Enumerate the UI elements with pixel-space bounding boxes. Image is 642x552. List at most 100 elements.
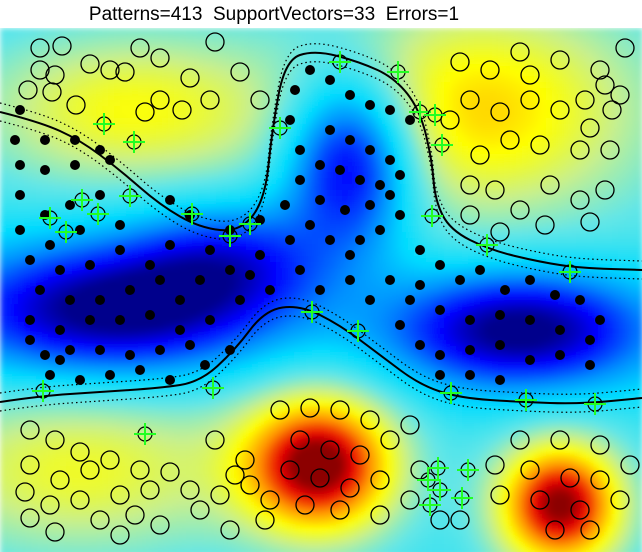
- negative-point: [165, 375, 175, 385]
- negative-point: [125, 285, 135, 295]
- positive-point: [140, 480, 160, 500]
- negative-point: [55, 325, 65, 335]
- negative-point: [385, 155, 395, 165]
- positive-point: [520, 90, 540, 110]
- support-vector-marker: [427, 457, 449, 479]
- positive-point: [230, 62, 250, 82]
- negative-point: [280, 200, 290, 210]
- negative-class-points: [10, 65, 605, 385]
- negative-point: [325, 125, 335, 135]
- positive-point: [400, 490, 420, 510]
- negative-point: [175, 325, 185, 335]
- support-vector-marker: [93, 113, 115, 135]
- positive-point: [260, 490, 280, 510]
- negative-point: [200, 360, 210, 370]
- negative-point: [465, 370, 475, 380]
- negative-point: [585, 335, 595, 345]
- negative-point: [95, 345, 105, 355]
- positive-point: [50, 470, 70, 490]
- support-vector-marker: [239, 213, 261, 235]
- positive-point: [300, 398, 320, 418]
- support-vector-marker: [87, 203, 109, 225]
- negative-point: [455, 275, 465, 285]
- negative-point: [205, 245, 215, 255]
- positive-point: [560, 468, 580, 488]
- positive-point: [130, 460, 150, 480]
- margin-line: [0, 315, 642, 413]
- negative-point: [355, 175, 365, 185]
- support-vector-marker: [431, 134, 453, 156]
- negative-point: [335, 165, 345, 175]
- negative-point: [195, 275, 205, 285]
- positive-point: [580, 212, 600, 232]
- negative-point: [45, 370, 55, 380]
- negative-point: [35, 285, 45, 295]
- positive-point: [280, 460, 300, 480]
- negative-point: [345, 250, 355, 260]
- positive-point: [460, 205, 480, 225]
- positive-point: [510, 42, 530, 62]
- negative-point: [345, 135, 355, 145]
- negative-point: [500, 285, 510, 295]
- positive-point: [570, 500, 590, 520]
- negative-point: [365, 100, 375, 110]
- negative-point: [385, 190, 395, 200]
- support-vector-marker: [347, 320, 369, 342]
- positive-point: [150, 48, 170, 68]
- negative-point: [65, 295, 75, 305]
- positive-point: [205, 430, 225, 450]
- negative-point: [165, 195, 175, 205]
- negative-point: [115, 220, 125, 230]
- margin-line: [0, 61, 642, 280]
- negative-point: [395, 170, 405, 180]
- negative-point: [555, 325, 565, 335]
- support-vector-marker: [409, 101, 431, 123]
- negative-point: [225, 345, 235, 355]
- positive-point: [80, 460, 100, 480]
- positive-point: [350, 445, 370, 465]
- negative-point: [285, 235, 295, 245]
- negative-point: [70, 135, 80, 145]
- negative-point: [405, 115, 415, 125]
- negative-point: [115, 245, 125, 255]
- support-vector-marker: [119, 185, 141, 207]
- support-vector-marker: [71, 189, 93, 211]
- negative-point: [435, 260, 445, 270]
- negative-point: [475, 265, 485, 275]
- positive-point: [485, 455, 505, 475]
- negative-point: [435, 305, 445, 315]
- negative-point: [15, 160, 25, 170]
- positive-point: [52, 36, 72, 56]
- positive-point: [540, 175, 560, 195]
- support-vector-marker: [457, 459, 479, 481]
- positive-point: [370, 505, 390, 525]
- positive-point: [490, 102, 510, 122]
- negative-point: [295, 175, 305, 185]
- positive-point: [210, 485, 230, 505]
- positive-point: [45, 65, 65, 85]
- support-vector-marker: [39, 207, 61, 229]
- support-vector-marker: [584, 393, 606, 415]
- support-vector-marker: [202, 377, 224, 399]
- negative-point: [155, 275, 165, 285]
- positive-point: [590, 470, 610, 490]
- negative-point: [435, 370, 445, 380]
- positive-point: [520, 65, 540, 85]
- negative-point: [255, 250, 265, 260]
- negative-point: [65, 200, 75, 210]
- positive-point: [110, 525, 130, 545]
- support-vector-marker: [559, 261, 581, 283]
- positive-point: [205, 32, 225, 52]
- positive-point: [570, 190, 590, 210]
- negative-point: [575, 295, 585, 305]
- negative-point: [105, 370, 115, 380]
- positive-point: [135, 102, 155, 122]
- negative-point: [495, 310, 505, 320]
- negative-point: [75, 225, 85, 235]
- negative-point: [10, 135, 20, 145]
- negative-point: [285, 115, 295, 125]
- support-vector-marker: [515, 389, 537, 411]
- support-vector-marker: [55, 221, 77, 243]
- positive-point: [490, 222, 510, 242]
- negative-point: [295, 265, 305, 275]
